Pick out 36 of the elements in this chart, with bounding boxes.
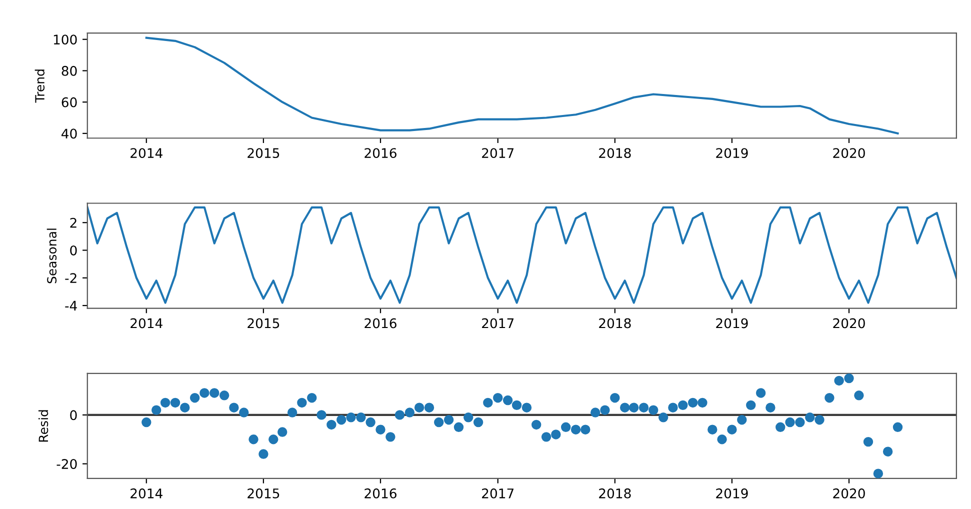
x-tick-label: 2017 <box>482 148 514 158</box>
x-tick-label: 2019 <box>716 488 748 498</box>
x-tick-label: 2016 <box>364 488 396 498</box>
line-series <box>87 206 956 304</box>
x-tick-label: 2018 <box>599 488 631 498</box>
x-tick-label: 2020 <box>833 318 865 328</box>
x-tick-label: 2014 <box>130 488 162 498</box>
y-tick-label: 80 <box>62 66 77 76</box>
x-tick-label: 2014 <box>130 318 162 328</box>
x-tick-label: 2019 <box>716 318 748 328</box>
x-tick-label: 2018 <box>599 148 631 158</box>
y-tick-label: 0 <box>70 410 77 420</box>
y-tick-label: 2 <box>70 218 76 228</box>
y-tick-label: 40 <box>62 128 77 139</box>
x-tick-label: 2014 <box>130 148 162 158</box>
y-axis-title: Resid <box>38 410 48 442</box>
x-tick-label: 2016 <box>364 148 396 158</box>
x-tick-label: 2020 <box>833 148 865 158</box>
x-tick-label: 2015 <box>248 318 280 328</box>
x-tick-label: 2017 <box>482 488 514 498</box>
x-tick-label: 2015 <box>248 488 280 498</box>
y-axis-title: Seasonal <box>46 228 57 284</box>
y-tick-label: 0 <box>70 245 77 256</box>
x-tick-label: 2016 <box>364 318 396 328</box>
x-tick-label: 2019 <box>716 148 748 158</box>
x-tick-label: 2015 <box>248 148 280 158</box>
y-tick-label: -20 <box>56 459 77 470</box>
x-tick-label: 2018 <box>599 318 631 328</box>
y-axis-title: Trend <box>34 70 45 103</box>
y-tick-label: 60 <box>62 97 77 108</box>
x-tick-label: 2020 <box>833 488 865 498</box>
y-tick-label: -4 <box>65 300 77 311</box>
y-tick-label: -2 <box>65 273 76 283</box>
x-tick-label: 2017 <box>482 318 514 328</box>
line-series <box>145 36 899 134</box>
y-tick-label: 100 <box>54 34 77 45</box>
